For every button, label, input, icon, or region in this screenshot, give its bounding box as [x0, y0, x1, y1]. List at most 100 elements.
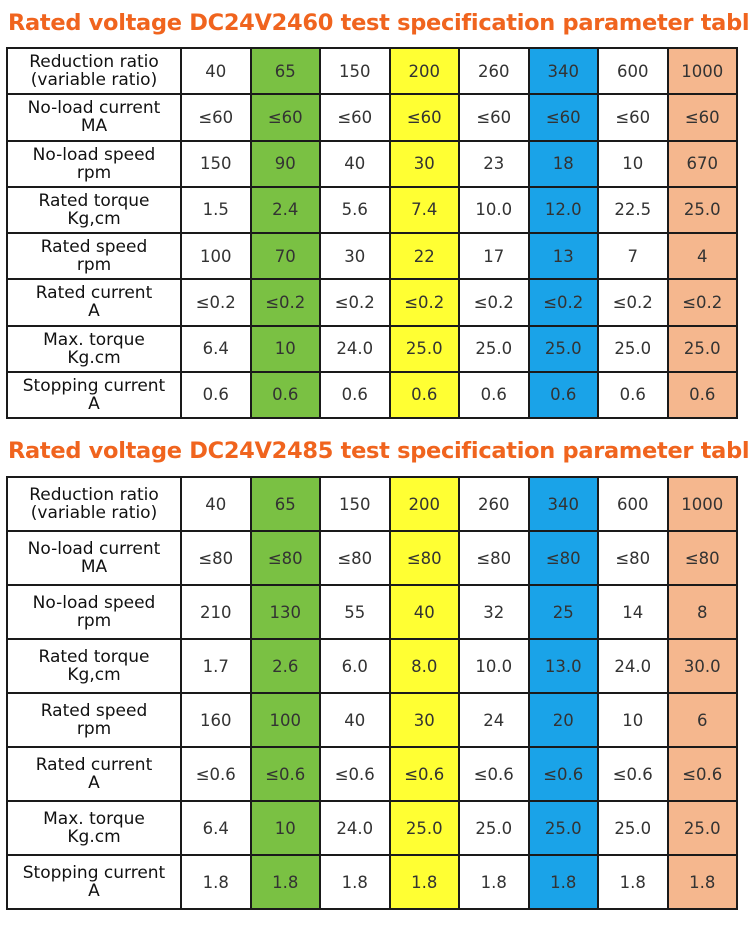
value-cell: ≤0.6: [666, 746, 738, 802]
table-row: No-load current MA ≤60 ≤60 ≤60 ≤60 ≤60 ≤60 ≤60 ≤6…: [6, 93, 738, 142]
value-cell: 1.8: [527, 854, 599, 910]
value-cell: 30: [319, 231, 391, 281]
value-cell: 100: [180, 231, 252, 281]
value-cell: 13.0: [527, 638, 599, 694]
value-cell: 10: [249, 800, 321, 856]
row-label: Rated current A: [6, 746, 182, 802]
value-cell: 30.0: [666, 638, 738, 694]
row-label-line: No-load speed: [32, 593, 156, 613]
value-cell: 65: [249, 476, 321, 532]
value-cell: 24.0: [319, 800, 391, 856]
table-row: Rated current A ≤0.2 ≤0.2 ≤0.2 ≤0.2 ≤0.2 ≤0.2 ≤0…: [6, 278, 738, 327]
value-cell: 10.0: [458, 638, 530, 694]
table-row: Rated speed rpm 100 70 30 22 17 13 7 4: [6, 231, 738, 281]
table-row: Stopping current A 1.8 1.8 1.8 1.8 1.8 1.8 1.8 1.…: [6, 854, 738, 910]
value-cell: 0.6: [388, 370, 460, 420]
value-cell: 23: [458, 139, 530, 188]
value-cell: 40: [319, 139, 391, 188]
value-cell: 10.0: [458, 185, 530, 235]
value-cell: 13: [527, 231, 599, 281]
value-cell: 25.0: [458, 800, 530, 856]
value-cell: 25.0: [666, 324, 738, 373]
value-cell: ≤60: [249, 93, 321, 142]
value-cell: ≤0.6: [180, 746, 252, 802]
value-cell: 10: [597, 692, 669, 748]
row-label-line: Stopping current: [22, 863, 166, 883]
row-label: No-load current MA: [6, 530, 182, 586]
value-cell: 22: [388, 231, 460, 281]
value-cell: 0.6: [319, 370, 391, 420]
value-cell: 210: [180, 584, 252, 640]
row-label-line: (variable ratio): [30, 70, 158, 91]
value-cell: ≤0.6: [527, 746, 599, 802]
value-cell: ≤80: [319, 530, 391, 586]
row-label-line: A: [88, 393, 100, 414]
value-cell: 1.8: [458, 854, 530, 910]
value-cell: ≤60: [666, 93, 738, 142]
value-cell: 0.6: [249, 370, 321, 420]
row-label: Stopping current A: [6, 370, 182, 420]
value-cell: 25.0: [666, 800, 738, 856]
value-cell: ≤80: [527, 530, 599, 586]
value-cell: 1.8: [249, 854, 321, 910]
value-cell: 20: [527, 692, 599, 748]
value-cell: 6.0: [319, 638, 391, 694]
value-cell: 1.8: [180, 854, 252, 910]
value-cell: ≤60: [180, 93, 252, 142]
row-label-line: Max. torque: [43, 809, 145, 829]
value-cell: ≤0.2: [666, 278, 738, 327]
value-cell: 8: [666, 584, 738, 640]
value-cell: 40: [388, 584, 460, 640]
value-cell: 25: [527, 584, 599, 640]
value-cell: 70: [249, 231, 321, 281]
value-cell: ≤80: [249, 530, 321, 586]
value-cell: ≤60: [319, 93, 391, 142]
table-row: Reduction ratio (variable ratio) 40 65 150 20…: [6, 476, 738, 532]
value-cell: 1.8: [597, 854, 669, 910]
row-label-line: Rated speed: [40, 701, 148, 721]
row-label-line: rpm: [76, 719, 112, 739]
value-cell: 18: [527, 139, 599, 188]
value-cell: 150: [319, 46, 391, 96]
row-label-line: rpm: [76, 162, 112, 183]
value-cell: ≤0.2: [180, 278, 252, 327]
value-cell: 25.0: [597, 324, 669, 373]
value-cell: 25.0: [527, 800, 599, 856]
value-cell: 1.5: [180, 185, 252, 235]
value-cell: ≤0.6: [458, 746, 530, 802]
value-cell: 40: [180, 476, 252, 532]
value-cell: 0.6: [597, 370, 669, 420]
value-cell: 1.8: [666, 854, 738, 910]
value-cell: ≤0.2: [527, 278, 599, 327]
value-cell: 1000: [666, 46, 738, 96]
value-cell: 340: [527, 46, 599, 96]
row-label-line: Kg.cm: [67, 347, 121, 368]
value-cell: 10: [597, 139, 669, 188]
value-cell: 260: [458, 46, 530, 96]
value-cell: 90: [249, 139, 321, 188]
value-cell: 0.6: [180, 370, 252, 420]
row-label-line: A: [88, 773, 100, 793]
value-cell: 25.0: [527, 324, 599, 373]
table-1-title: Rated voltage DC24V2460 test specificati…: [8, 10, 750, 36]
row-label: Stopping current A: [6, 854, 182, 910]
value-cell: 130: [249, 584, 321, 640]
value-cell: 30: [388, 139, 460, 188]
row-label-line: Rated torque: [38, 647, 150, 667]
row-label: Reduction ratio (variable ratio): [6, 476, 182, 532]
value-cell: ≤80: [388, 530, 460, 586]
value-cell: 7: [597, 231, 669, 281]
row-label-line: No-load current: [27, 98, 161, 119]
value-cell: 32: [458, 584, 530, 640]
row-label-line: Rated current: [35, 283, 153, 304]
row-label: Max. torque Kg.cm: [6, 800, 182, 856]
value-cell: 1.8: [388, 854, 460, 910]
table-row: No-load speed rpm 150 90 40 30 23 18 10 670: [6, 139, 738, 188]
value-cell: 1000: [666, 476, 738, 532]
value-cell: 25.0: [388, 800, 460, 856]
value-cell: 2.6: [249, 638, 321, 694]
value-cell: 260: [458, 476, 530, 532]
row-label: Rated torque Kg,cm: [6, 185, 182, 235]
value-cell: 0.6: [666, 370, 738, 420]
table-row: Rated current A ≤0.6 ≤0.6 ≤0.6 ≤0.6 ≤0.6 ≤0.6 ≤0…: [6, 746, 738, 802]
